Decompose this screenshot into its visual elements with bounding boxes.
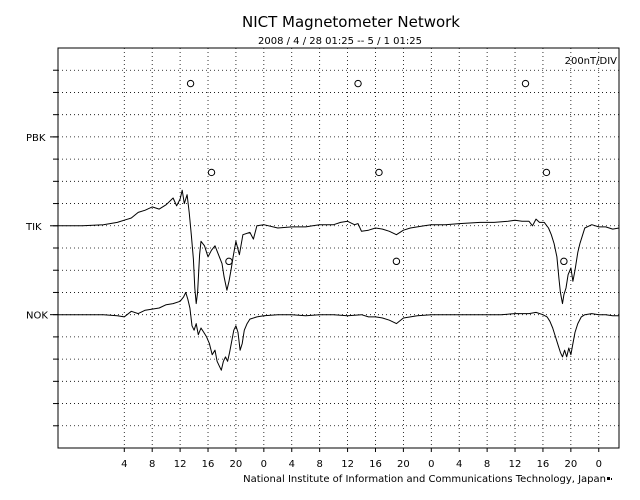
series-group: PBK TIK NOK <box>25 79 620 371</box>
midnight-marker-pbk-0 <box>186 79 195 88</box>
x-tick-label-14: 12 <box>509 459 522 470</box>
x-tick-label-15: 16 <box>537 459 550 470</box>
series-trace-nok <box>58 291 619 371</box>
midnight-marker-tik-0 <box>207 168 216 177</box>
x-tick-label-12: 4 <box>456 459 462 470</box>
x-tick-label-13: 8 <box>484 459 490 470</box>
x-tick-label-7: 8 <box>316 459 322 470</box>
x-tick-label-0: 4 <box>121 459 127 470</box>
grid <box>58 48 619 448</box>
x-axis: 4 8 12 16 20 0 4 8 12 16 20 0 4 8 12 16 20 0 <box>53 69 602 470</box>
midnight-marker-nok-1 <box>392 257 401 266</box>
series-trace-tik <box>58 189 620 305</box>
midnight-marker-nok-2 <box>560 257 568 266</box>
station-label-tik: TIK <box>25 222 42 233</box>
x-tick-label-5: 0 <box>261 459 267 470</box>
x-tick-label-3: 16 <box>202 459 215 470</box>
x-tick-label-9: 16 <box>369 459 382 470</box>
chart-subtitle: 2008 / 4 / 28 01:25 -- 5 / 1 01:25 <box>258 36 422 47</box>
midnight-marker-tik-2 <box>542 168 551 177</box>
x-tick-label-16: 20 <box>564 459 577 470</box>
scale-label: 200nT/DIV <box>565 56 618 67</box>
x-tick-label-10: 20 <box>397 459 410 470</box>
x-tick-label-4: 20 <box>230 459 243 470</box>
credit-text: National Institute of Information and Co… <box>243 474 606 485</box>
chart-title: NICT Magnetometer Network <box>242 13 460 31</box>
station-label-pbk: PBK <box>26 133 46 144</box>
station-label-nok: NOK <box>26 311 48 322</box>
midnight-marker-nok-0 <box>225 257 233 266</box>
midnight-marker-pbk-1 <box>354 79 362 88</box>
midnight-marker-tik-1 <box>375 168 383 177</box>
x-tick-label-8: 12 <box>341 459 354 470</box>
x-tick-label-6: 4 <box>289 459 295 470</box>
x-tick-label-17: 0 <box>596 459 602 470</box>
x-tick-label-1: 8 <box>149 459 155 470</box>
midnight-marker-pbk-2 <box>521 79 530 88</box>
x-tick-label-11: 0 <box>428 459 434 470</box>
x-tick-label-2: 12 <box>174 459 187 470</box>
watermark-logo <box>607 477 612 480</box>
